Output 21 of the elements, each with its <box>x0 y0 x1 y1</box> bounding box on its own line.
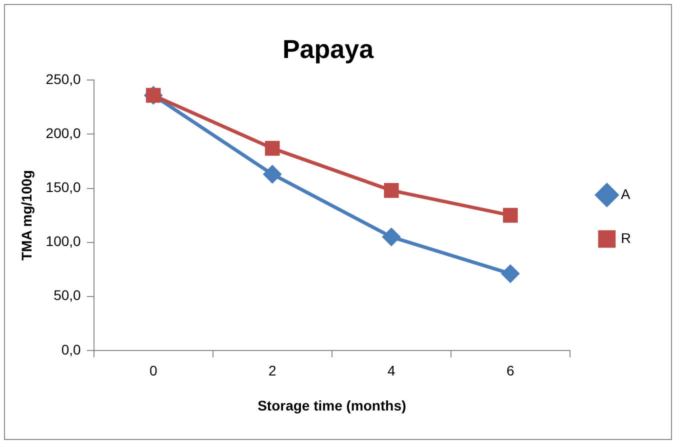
y-tick-label: 150,0 <box>46 179 82 196</box>
point <box>264 140 280 156</box>
point <box>264 165 282 183</box>
chart-title: Papaya <box>282 34 374 64</box>
x-tick-label: 0 <box>149 362 158 379</box>
legend-label: A <box>620 186 631 202</box>
y-tick-label: 200,0 <box>46 125 82 142</box>
x-tick-label: 6 <box>506 362 514 379</box>
y-tick-label: 250,0 <box>46 71 82 88</box>
point <box>382 228 400 246</box>
point <box>502 208 518 223</box>
y-axis-title: TMA mg/100g <box>18 170 34 261</box>
point <box>384 183 399 198</box>
y-tick-label: 0,0 <box>61 341 82 358</box>
legend-label: R <box>620 230 632 246</box>
y-tick-label: 50,0 <box>54 287 82 304</box>
x-tick-label: 2 <box>268 362 276 379</box>
x-axis-title: Storage time (months) <box>258 397 406 414</box>
point <box>502 264 520 282</box>
x-tick-label: 4 <box>387 362 396 379</box>
y-tick-label: 100,0 <box>46 233 82 250</box>
